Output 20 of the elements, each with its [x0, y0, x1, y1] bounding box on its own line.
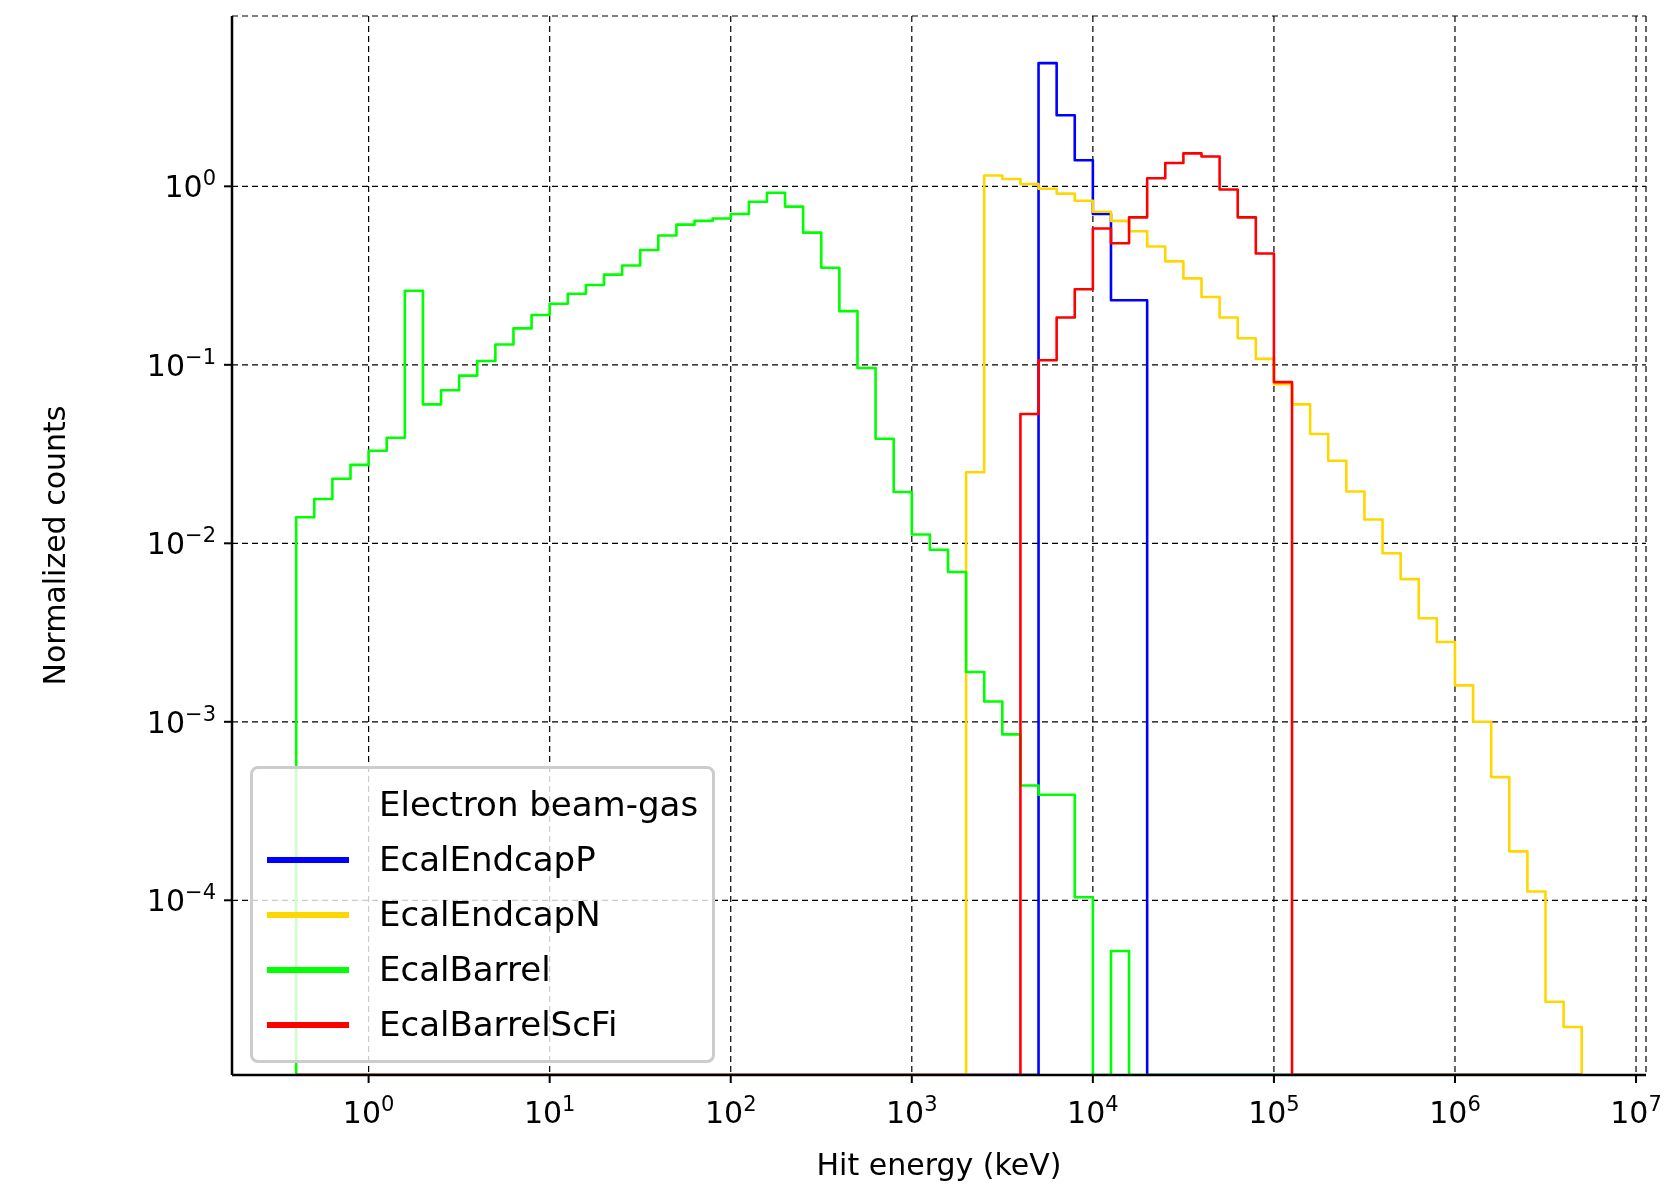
y-tick-label: 10$^{−3}$ [146, 701, 216, 740]
x-tick-label: 10$^{4}$ [1067, 1092, 1119, 1130]
y-tick-label: 10$^{−1}$ [146, 344, 216, 383]
x-tick-label: 10$^{7}$ [1610, 1092, 1662, 1130]
x-tick-label: 10$^{3}$ [886, 1092, 938, 1130]
y-tick-label: 10$^{0}$ [164, 166, 216, 205]
legend-label: EcalBarrelScFi [379, 1003, 618, 1046]
x-tick-label: 10$^{0}$ [342, 1092, 395, 1130]
y-tick-label: 10$^{−2}$ [146, 523, 216, 562]
x-tick-label: 10$^{6}$ [1429, 1092, 1481, 1130]
y-axis-title: Normalized counts [36, 405, 72, 686]
legend-label: EcalEndcapN [379, 893, 601, 936]
y-tick-label: 10$^{−4}$ [146, 880, 216, 919]
legend-title: Electron beam-gas [378, 783, 699, 826]
legend-label: EcalEndcapP [379, 838, 596, 881]
legend-label: EcalBarrel [379, 948, 551, 991]
x-tick-label: 10$^{2}$ [704, 1092, 757, 1130]
x-tick-label: 10$^{1}$ [523, 1092, 576, 1130]
x-tick-label: 10$^{5}$ [1248, 1092, 1300, 1130]
x-axis-title: Hit energy (keV) [816, 1147, 1062, 1182]
